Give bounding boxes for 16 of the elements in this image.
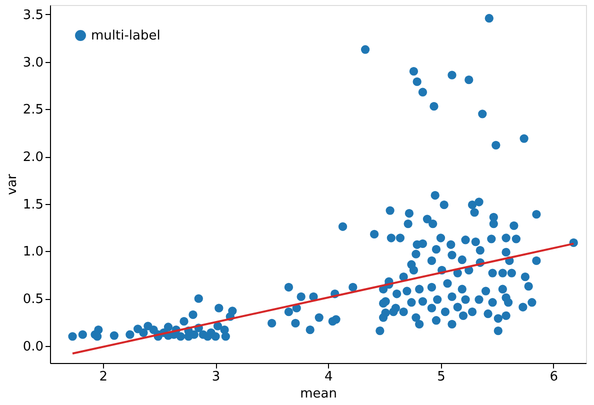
x-tick-label: 6 bbox=[550, 370, 558, 384]
y-tick-label: 2.0 bbox=[22, 150, 44, 166]
legend-label: multi-label bbox=[91, 28, 160, 44]
y-tick-label: 0.0 bbox=[22, 339, 44, 354]
y-tick-label: 1.0 bbox=[22, 244, 44, 260]
x-tick-label: 4 bbox=[324, 370, 333, 384]
y-tick-label: 3.5 bbox=[22, 8, 44, 23]
x-tick-label: 2 bbox=[99, 370, 108, 384]
y-axis-title: var bbox=[4, 173, 20, 196]
x-axis-title: mean bbox=[300, 386, 337, 402]
x-tick-label: 3 bbox=[212, 370, 220, 384]
y-tick-label: 2.5 bbox=[22, 102, 44, 118]
y-tick-label: 0.5 bbox=[22, 292, 44, 308]
y-tick-label: 1.5 bbox=[22, 197, 44, 212]
y-tick-label: 3.0 bbox=[22, 55, 44, 70]
x-tick-label: 5 bbox=[437, 370, 446, 384]
